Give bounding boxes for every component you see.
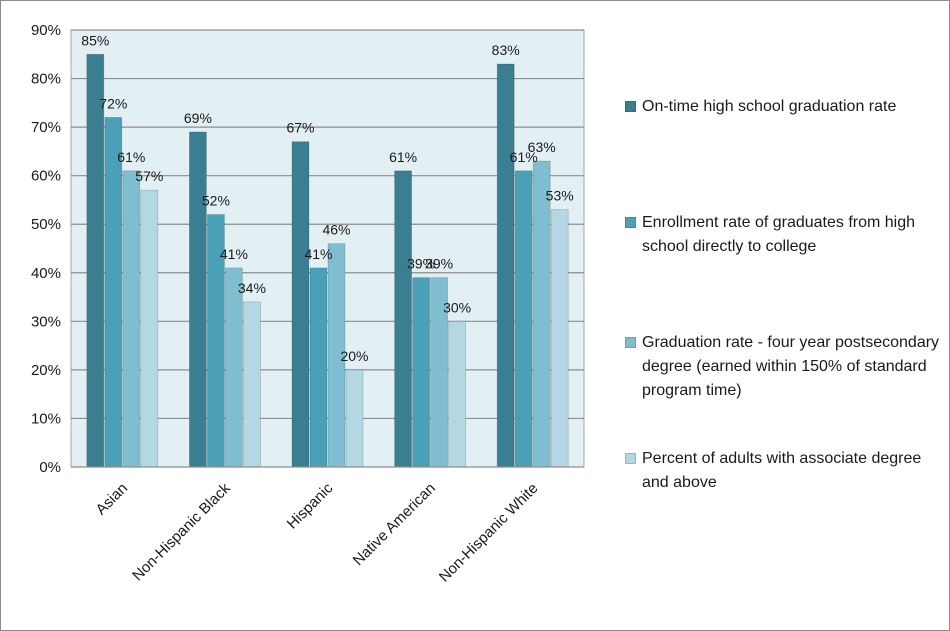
legend-item: Percent of adults with associate degree … [625,449,943,495]
legend-swatch [625,101,636,112]
legend-label: Enrollment rate of graduates from high s… [642,214,916,255]
bar [496,63,515,468]
y-tick-label: 30% [31,313,61,330]
data-label: 61% [117,149,145,165]
y-tick-label: 90% [31,22,61,39]
data-labels: 85% 72% 61% 57% 69% 52% 41% 34% 67% 41% 46% 20% 61% 3… [81,32,573,364]
data-label: 41% [220,246,248,262]
x-category-label: Non-Hispanic White [436,480,542,586]
legend-item: Enrollment rate of graduates from high s… [625,213,943,259]
data-label: 61% [389,149,417,165]
bar [86,53,105,468]
data-label: 72% [99,95,127,111]
bar [345,369,364,468]
data-label: 52% [202,193,230,209]
data-label: 61% [510,149,538,165]
legend-label: Graduation rate - four year postsecondar… [642,334,940,399]
data-label: 30% [443,299,471,315]
y-tick-label: 40% [31,265,61,282]
data-label: 83% [492,42,520,58]
bar [140,189,159,468]
y-tick-label: 10% [31,410,61,427]
x-category-label: Native American [350,480,439,569]
y-tick-label: 60% [31,168,61,185]
legend-swatch [625,217,636,228]
bar [550,209,569,468]
data-label: 63% [528,139,556,155]
legend-swatch [625,453,636,464]
data-label: 41% [304,246,332,262]
bar [412,277,431,468]
bar [448,320,467,468]
data-label: 34% [238,280,266,296]
legend-label: Percent of adults with associate degree … [642,450,922,491]
data-label: 67% [286,120,314,136]
bar [242,301,261,468]
legend-swatch [625,337,636,348]
bar [514,170,533,468]
data-label: 20% [340,348,368,364]
legend-label: On-time high school graduation rate [642,98,897,115]
y-axis-ticks: 0% 10% 20% 30% 40% 50% 60% 70% 80% 90% [31,22,61,476]
bar [532,160,551,468]
data-label: 53% [546,188,574,204]
legend-item: Graduation rate - four year postsecondar… [625,333,943,403]
x-category-label: Hispanic [284,479,337,532]
y-tick-label: 80% [31,71,61,88]
data-label: 46% [322,222,350,238]
data-label: 39% [407,256,435,272]
x-category-label: Non-Hispanic Black [129,479,234,584]
bar [224,267,243,468]
y-tick-label: 20% [31,362,61,379]
data-label: 57% [135,168,163,184]
y-tick-label: 50% [31,216,61,233]
bar [188,131,207,468]
bar [291,141,310,468]
legend-item: On-time high school graduation rate [625,97,896,119]
y-tick-label: 70% [31,119,61,136]
bar [122,170,141,468]
bar [394,170,413,468]
x-category-label: Asian [93,480,132,519]
bar [104,117,123,468]
bars [86,53,569,468]
bar [309,267,328,468]
data-label: 39% [425,256,453,272]
y-tick-label: 0% [39,459,61,476]
data-label: 69% [184,110,212,126]
data-label: 85% [81,32,109,48]
